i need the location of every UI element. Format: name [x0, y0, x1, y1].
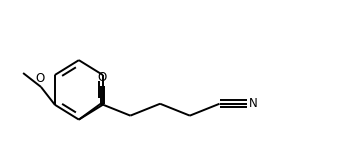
Text: O: O: [35, 72, 45, 85]
Text: O: O: [97, 71, 106, 84]
Text: N: N: [249, 97, 258, 110]
